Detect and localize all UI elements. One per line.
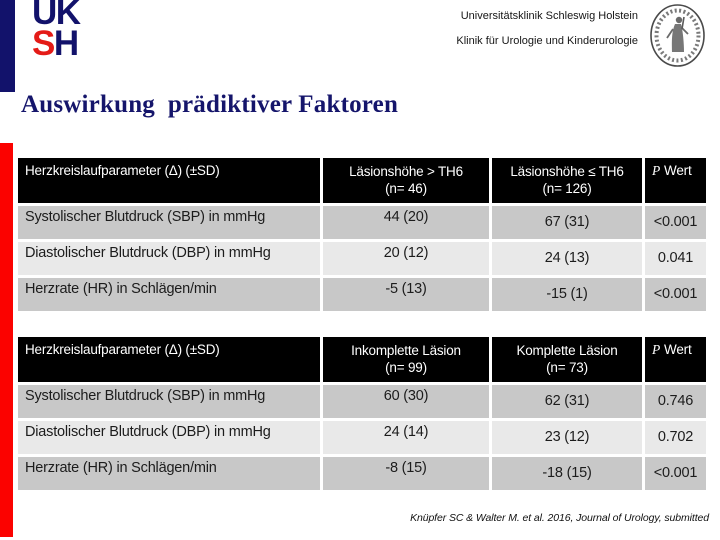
- citation: Knüpfer SC & Walter M. et al. 2016, Jour…: [410, 512, 709, 524]
- slide-title: Auswirkung prädiktiver Faktoren: [21, 91, 399, 118]
- value-cell: 44 (20): [323, 206, 489, 239]
- table1-header-pvalue: P Wert: [645, 158, 706, 203]
- header-line2: (n= 73): [546, 360, 588, 375]
- table1-header-above-th6: Läsionshöhe > TH6 (n= 46): [323, 158, 489, 203]
- wert-label: Wert: [664, 342, 692, 357]
- table1-header-parameter: Herzkreislaufparameter (Δ) (±SD): [18, 158, 320, 203]
- table2-header-pvalue: P Wert: [645, 337, 706, 382]
- left-red-bar: [0, 143, 13, 537]
- param-cell: Systolischer Blutdruck (SBP) in mmHg: [18, 385, 320, 418]
- pvalue-cell: <0.001: [645, 206, 706, 239]
- table-lesion-level: Herzkreislaufparameter (Δ) (±SD) Läsions…: [18, 158, 706, 311]
- header-line2: (n= 99): [385, 360, 427, 375]
- pvalue-cell: 0.702: [645, 421, 706, 454]
- pvalue-cell: <0.001: [645, 457, 706, 490]
- table2-header-complete: Komplette Läsion (n= 73): [492, 337, 642, 382]
- pvalue-cell: <0.001: [645, 278, 706, 311]
- logo-letter-s: S: [32, 24, 55, 63]
- value-cell: 60 (30): [323, 385, 489, 418]
- org-line-2: Klinik für Urologie und Kinderurologie: [456, 35, 638, 47]
- org-line-1: Universitätsklinik Schleswig Holstein: [460, 10, 638, 22]
- value-cell: 23 (12): [492, 421, 642, 454]
- header-line1: Läsionshöhe > TH6: [349, 164, 463, 179]
- param-cell: Diastolischer Blutdruck (DBP) in mmHg: [18, 242, 320, 275]
- value-cell: -15 (1): [492, 278, 642, 311]
- header-line1: Läsionshöhe ≤ TH6: [510, 164, 624, 179]
- value-cell: 67 (31): [492, 206, 642, 239]
- value-cell: 20 (12): [323, 242, 489, 275]
- wert-label: Wert: [664, 163, 692, 178]
- pvalue-cell: 0.746: [645, 385, 706, 418]
- pvalue-cell: 0.041: [645, 242, 706, 275]
- param-cell: Systolischer Blutdruck (SBP) in mmHg: [18, 206, 320, 239]
- p-symbol: P: [652, 342, 661, 357]
- value-cell: -18 (15): [492, 457, 642, 490]
- org-header: Universitätsklinik Schleswig Holstein Kl…: [456, 10, 638, 48]
- p-symbol: P: [652, 163, 661, 178]
- header-line2: (n= 46): [385, 181, 427, 196]
- value-cell: 62 (31): [492, 385, 642, 418]
- uksh-logo: UK SH: [32, 0, 81, 61]
- table2-header-parameter: Herzkreislaufparameter (Δ) (±SD): [18, 337, 320, 382]
- header-line2: (n= 126): [542, 181, 592, 196]
- logo-letter-h: H: [53, 24, 79, 63]
- value-cell: 24 (14): [323, 421, 489, 454]
- logo-line-sh: SH: [32, 26, 80, 61]
- value-cell: 24 (13): [492, 242, 642, 275]
- param-cell: Herzrate (HR) in Schlägen/min: [18, 457, 320, 490]
- header-line1: Komplette Läsion: [516, 343, 618, 358]
- left-navy-bar: [0, 0, 15, 92]
- value-cell: -8 (15): [323, 457, 489, 490]
- university-seal-icon: [650, 4, 705, 67]
- table1-header-below-th6: Läsionshöhe ≤ TH6 (n= 126): [492, 158, 642, 203]
- header-line1: Inkomplette Läsion: [351, 343, 461, 358]
- param-cell: Herzrate (HR) in Schlägen/min: [18, 278, 320, 311]
- table-lesion-completeness: Herzkreislaufparameter (Δ) (±SD) Inkompl…: [18, 337, 706, 490]
- value-cell: -5 (13): [323, 278, 489, 311]
- param-cell: Diastolischer Blutdruck (DBP) in mmHg: [18, 421, 320, 454]
- logo-line-uk: UK: [32, 0, 81, 32]
- table2-header-incomplete: Inkomplette Läsion (n= 99): [323, 337, 489, 382]
